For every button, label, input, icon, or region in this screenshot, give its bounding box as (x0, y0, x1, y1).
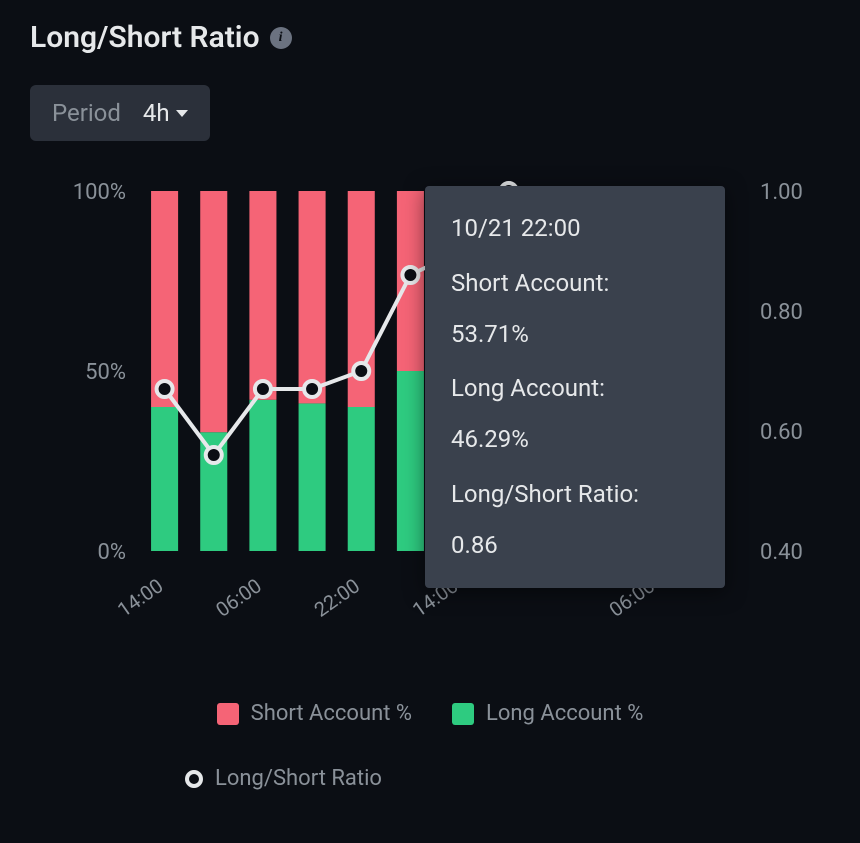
legend-label: Long Account % (486, 701, 643, 726)
legend-swatch-short (217, 703, 239, 725)
legend-item-short[interactable]: Short Account % (217, 701, 412, 726)
legend-item-long[interactable]: Long Account % (452, 701, 643, 726)
svg-text:1.00: 1.00 (760, 181, 803, 205)
svg-text:14:00: 14:00 (113, 573, 168, 621)
panel-title: Long/Short Ratio (30, 20, 260, 55)
title-row: Long/Short Ratio i (30, 20, 830, 55)
tooltip-row-label: Short Account: (451, 263, 699, 304)
chart-tooltip: 10/21 22:00 Short Account: 53.71% Long A… (425, 186, 725, 588)
tooltip-row-value: 0.86 (451, 525, 699, 566)
svg-text:100%: 100% (73, 181, 126, 205)
svg-text:0.80: 0.80 (760, 300, 803, 325)
legend-marker-ratio (185, 770, 203, 788)
legend-label: Long/Short Ratio (215, 766, 382, 791)
chevron-down-icon (176, 110, 188, 117)
tooltip-row-value: 46.29% (451, 419, 699, 460)
tooltip-row-label: Long Account: (451, 368, 699, 409)
svg-text:06:00: 06:00 (211, 573, 266, 621)
chart-legend: Short Account % Long Account % Long/Shor… (30, 701, 830, 791)
long-short-ratio-panel: Long/Short Ratio i Period 4h 0% 50% 100% 0.… (0, 0, 860, 811)
period-value-text: 4h (143, 99, 170, 127)
tooltip-row-label: Long/Short Ratio: (451, 474, 699, 515)
tooltip-time: 10/21 22:00 (451, 208, 699, 249)
svg-text:22:00: 22:00 (310, 573, 365, 621)
svg-text:50%: 50% (85, 360, 126, 385)
svg-text:0.40: 0.40 (760, 540, 803, 565)
legend-swatch-long (452, 703, 474, 725)
tooltip-row-value: 53.71% (451, 314, 699, 355)
legend-label: Short Account % (251, 701, 412, 726)
svg-text:0%: 0% (98, 540, 126, 565)
info-icon[interactable]: i (270, 27, 292, 49)
period-selector[interactable]: Period 4h (30, 85, 210, 141)
legend-item-ratio[interactable]: Long/Short Ratio (185, 766, 830, 791)
period-value: 4h (143, 99, 188, 127)
svg-text:0.60: 0.60 (760, 420, 803, 445)
period-label: Period (52, 99, 121, 127)
chart-container: 0% 50% 100% 0.40 0.60 0.80 1.00 14:00 06:00 22:00… (30, 181, 830, 641)
